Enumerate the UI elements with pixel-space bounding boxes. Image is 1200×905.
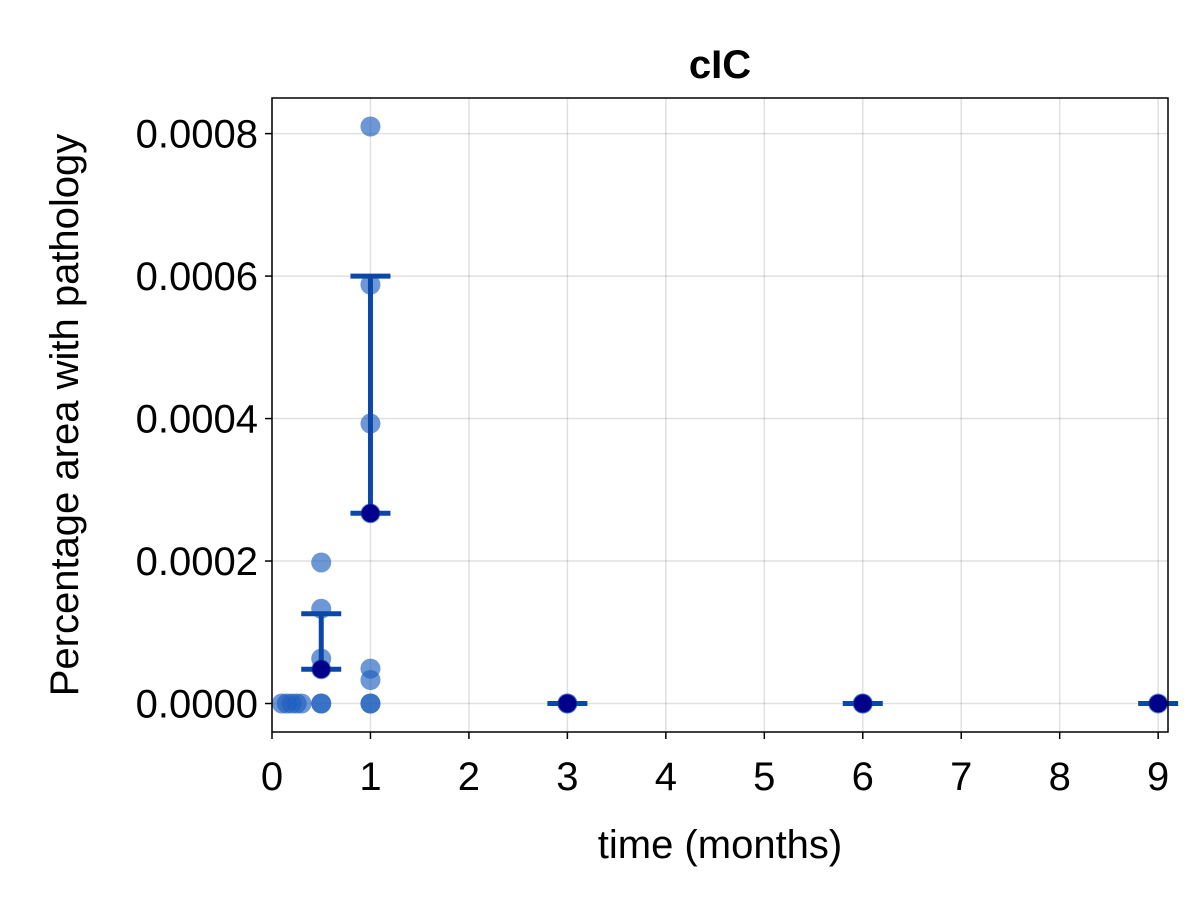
x-tick-label: 1 xyxy=(359,755,381,799)
y-tick-label: 0.0004 xyxy=(136,398,258,442)
plot-frame xyxy=(271,97,1169,733)
x-axis-label: time (months) xyxy=(598,823,843,867)
chart-title: cIC xyxy=(689,43,751,87)
x-tick-label: 2 xyxy=(458,755,480,799)
data-point xyxy=(311,552,332,573)
x-tick-label: 8 xyxy=(1049,755,1071,799)
x-tick-label: 6 xyxy=(852,755,874,799)
data-point xyxy=(360,693,381,714)
x-tick-label: 3 xyxy=(556,755,578,799)
mean-marker xyxy=(312,660,331,679)
x-tick-label: 5 xyxy=(753,755,775,799)
y-tick-label: 0.0000 xyxy=(136,683,258,727)
x-tick-label: 0 xyxy=(261,755,283,799)
error-bars xyxy=(301,273,1179,713)
data-point xyxy=(360,658,381,679)
y-tick-label: 0.0002 xyxy=(136,540,258,584)
y-tick-label: 0.0008 xyxy=(136,113,258,157)
data-point xyxy=(291,693,312,714)
mean-marker xyxy=(361,504,380,523)
x-tick-label: 4 xyxy=(655,755,677,799)
mean-marker xyxy=(558,694,577,713)
grid-lines xyxy=(271,98,1168,732)
data-point xyxy=(311,693,332,714)
y-tick-label: 0.0006 xyxy=(136,255,258,299)
y-axis-label: Percentage area with pathology xyxy=(43,134,87,697)
data-points xyxy=(271,116,1169,714)
x-tick-label: 7 xyxy=(950,755,972,799)
axis-ticks: 0 1 2 3 4 5 6 7 8 9 0.0000 0.0002 0.0004 0.0006 0.0008 xyxy=(136,113,1170,799)
mean-marker xyxy=(1149,694,1168,713)
x-tick-label: 9 xyxy=(1147,755,1169,799)
data-point xyxy=(360,116,381,137)
mean-marker xyxy=(853,694,872,713)
